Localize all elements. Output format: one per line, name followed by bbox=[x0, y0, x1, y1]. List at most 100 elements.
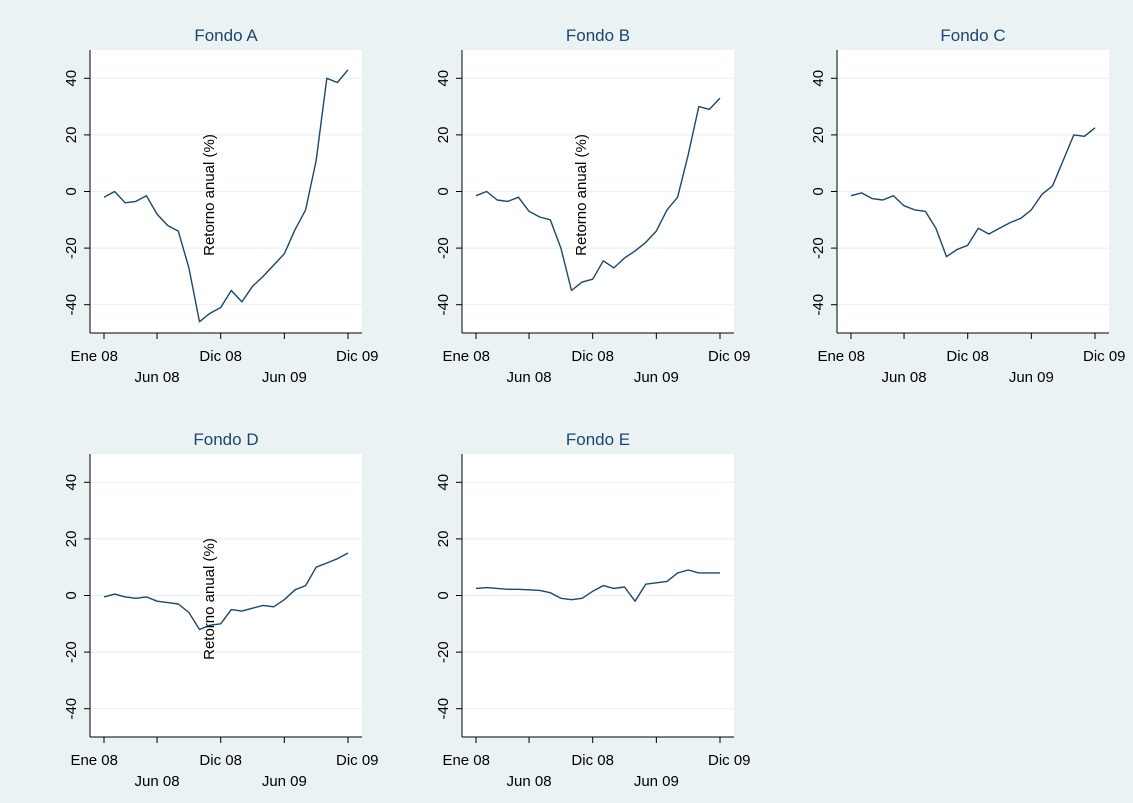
data-point bbox=[935, 227, 937, 229]
y-tick-label: 20 bbox=[435, 127, 452, 144]
x-tick-label: Jun 08 bbox=[882, 369, 927, 386]
data-point bbox=[241, 610, 243, 612]
data-point bbox=[645, 241, 647, 243]
panel-1: -40 -20 0 20 40 Ene 08 Jun 08 Dic 08 Jun 09 Dic 0… bbox=[63, 26, 379, 386]
data-point bbox=[956, 248, 958, 250]
data-point bbox=[998, 227, 1000, 229]
series-line bbox=[475, 569, 720, 602]
data-point bbox=[1083, 135, 1085, 137]
series-line bbox=[475, 97, 721, 292]
data-point bbox=[156, 600, 158, 602]
x-tick-label: Dic 08 bbox=[946, 348, 989, 365]
data-point bbox=[485, 586, 487, 588]
data-point bbox=[209, 312, 211, 314]
y-axis-label: Retorno anual (%) bbox=[573, 134, 590, 256]
y-tick-label: -20 bbox=[435, 641, 452, 663]
data-point bbox=[528, 210, 530, 212]
y-tick-label: -20 bbox=[435, 237, 452, 259]
data-point bbox=[283, 253, 285, 255]
data-point bbox=[124, 596, 126, 598]
data-point bbox=[924, 210, 926, 212]
data-point bbox=[570, 599, 572, 601]
data-point bbox=[113, 593, 115, 595]
y-tick-label: 20 bbox=[63, 127, 80, 144]
x-tick-label: Dic 08 bbox=[571, 348, 614, 365]
panel-4: -40 -20 0 20 40 Ene 08 Jun 08 Dic 08 Jun 09 Dic 0… bbox=[63, 430, 379, 790]
x-tick-label: Dic 09 bbox=[708, 752, 751, 769]
panel-3: -40 -20 0 20 40 Ene 08 Jun 08 Dic 08 Jun 09 Dic 0… bbox=[810, 26, 1126, 386]
data-point bbox=[1073, 134, 1075, 136]
data-point bbox=[1009, 221, 1011, 223]
x-tick-label: Ene 08 bbox=[442, 752, 490, 769]
x-tick-label: Jun 09 bbox=[634, 773, 679, 790]
data-point bbox=[945, 255, 947, 257]
data-point bbox=[496, 199, 498, 201]
x-tick-label: Ene 08 bbox=[70, 752, 118, 769]
data-point bbox=[475, 587, 477, 589]
data-point bbox=[645, 583, 647, 585]
data-point bbox=[687, 154, 689, 156]
data-point bbox=[241, 301, 243, 303]
data-point bbox=[188, 267, 190, 269]
x-tick-label: Ene 08 bbox=[70, 348, 118, 365]
data-point bbox=[485, 190, 487, 192]
data-point bbox=[262, 275, 264, 277]
data-point bbox=[326, 562, 328, 564]
data-point bbox=[315, 159, 317, 161]
series-line bbox=[103, 69, 349, 323]
data-point bbox=[538, 216, 540, 218]
data-point bbox=[882, 199, 884, 201]
data-point bbox=[988, 233, 990, 235]
panel-title: Fondo C bbox=[940, 26, 1005, 45]
data-point bbox=[347, 69, 349, 71]
data-point bbox=[124, 202, 126, 204]
data-point bbox=[517, 196, 519, 198]
data-point bbox=[850, 195, 852, 197]
data-point bbox=[347, 552, 349, 554]
data-point bbox=[1051, 185, 1053, 187]
x-tick-label: Jun 08 bbox=[135, 773, 180, 790]
y-tick-label: 0 bbox=[435, 591, 452, 599]
data-point bbox=[538, 589, 540, 591]
data-point bbox=[1020, 217, 1022, 219]
data-point bbox=[549, 219, 551, 221]
panel-title: Fondo B bbox=[566, 26, 630, 45]
x-tick-label: Dic 08 bbox=[199, 348, 242, 365]
data-point bbox=[507, 200, 509, 202]
data-point bbox=[219, 306, 221, 308]
y-tick-label: 40 bbox=[435, 474, 452, 491]
data-point bbox=[145, 596, 147, 598]
y-tick-label: 40 bbox=[63, 70, 80, 87]
data-point bbox=[273, 264, 275, 266]
x-tick-label: Jun 08 bbox=[135, 369, 180, 386]
data-point bbox=[177, 230, 179, 232]
y-tick-label: 0 bbox=[63, 591, 80, 599]
data-point bbox=[528, 589, 530, 591]
y-tick-label: -40 bbox=[810, 294, 827, 316]
data-point bbox=[156, 213, 158, 215]
data-point bbox=[676, 572, 678, 574]
data-point bbox=[871, 197, 873, 199]
data-point bbox=[262, 604, 264, 606]
x-tick-label: Jun 09 bbox=[262, 369, 307, 386]
y-tick-label: -20 bbox=[63, 641, 80, 663]
panel-2: -40 -20 0 20 40 Ene 08 Jun 08 Dic 08 Jun 09 Dic 0… bbox=[435, 26, 751, 386]
data-point bbox=[655, 582, 657, 584]
data-point bbox=[103, 196, 105, 198]
series-line bbox=[103, 552, 349, 631]
x-tick-label: Dic 08 bbox=[571, 752, 614, 769]
data-point bbox=[273, 606, 275, 608]
data-point bbox=[1094, 127, 1096, 129]
data-point bbox=[560, 247, 562, 249]
data-point bbox=[135, 200, 137, 202]
data-point bbox=[903, 204, 905, 206]
y-tick-label: 20 bbox=[435, 531, 452, 548]
data-point bbox=[188, 611, 190, 613]
y-tick-label: -40 bbox=[63, 698, 80, 720]
data-point bbox=[591, 278, 593, 280]
data-point bbox=[708, 108, 710, 110]
y-axis-label: Retorno anual (%) bbox=[201, 538, 218, 660]
data-point bbox=[135, 597, 137, 599]
